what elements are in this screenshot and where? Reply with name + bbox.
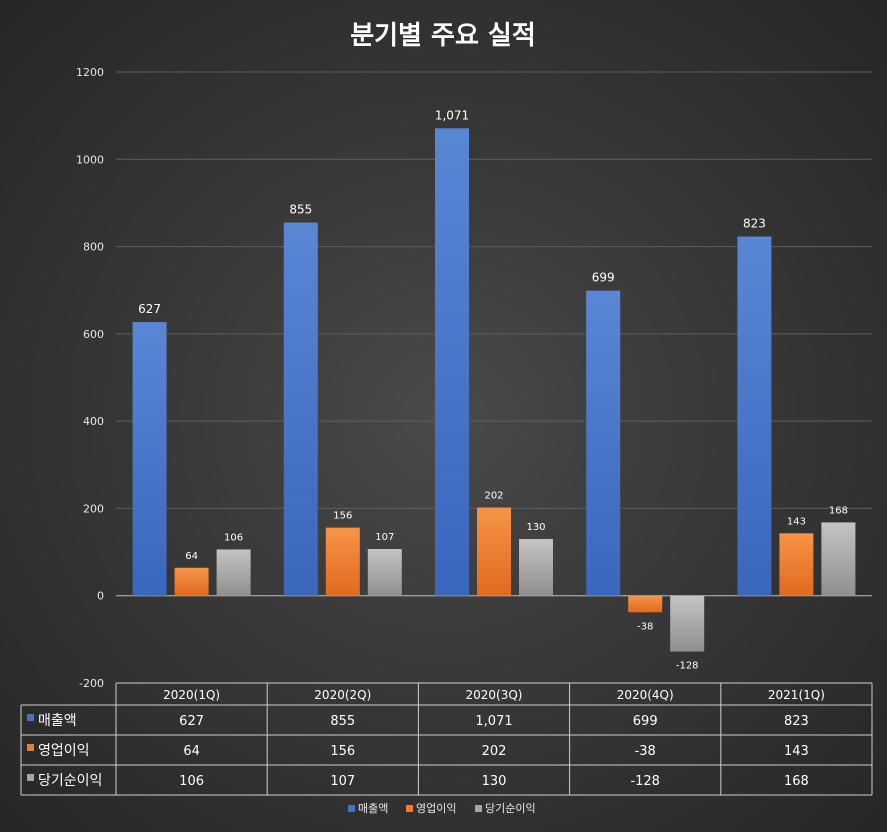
table-legend-key [27,774,34,781]
table-cell: 699 [633,714,658,729]
x-tick-label: 2020(3Q) [466,688,523,702]
table-cell: -128 [630,774,660,789]
bar [435,128,469,596]
table-cell: 130 [482,774,507,789]
bar [737,236,772,596]
legend-key [348,805,355,812]
bar [132,322,167,596]
table-cell: 156 [330,744,355,759]
data-label: 855 [289,203,312,217]
x-tick-label: 2020(2Q) [314,688,371,702]
y-tick-label: 800 [83,241,104,254]
table-row-label: 당기순이익 [38,773,102,789]
data-label: 156 [333,511,352,522]
y-tick-label: 1200 [76,66,104,79]
table-cell: 202 [482,744,507,759]
x-tick-label: 2021(1Q) [768,688,825,702]
legend-label: 영업이익 [416,802,456,815]
bar [779,533,814,596]
table-cell: 64 [183,744,200,759]
table-cell: 106 [179,774,204,789]
table-cell: -38 [635,744,656,759]
table-row-label: 영업이익 [38,743,90,759]
legend-label: 매출액 [358,802,388,815]
data-label: 168 [829,505,848,516]
data-label: -128 [676,661,699,672]
table-cell: 855 [330,714,355,729]
table-row-label: 매출액 [38,713,77,729]
bar [216,549,251,596]
y-tick-label: 600 [83,328,104,341]
bar [174,567,209,596]
y-tick-label: 1000 [76,153,104,166]
data-label: 202 [484,491,503,502]
y-tick-label: 400 [83,415,104,428]
table-cell: 143 [784,744,809,759]
bar [670,595,705,652]
data-label: 699 [592,271,615,285]
y-tick-label: 200 [83,502,104,515]
table-cell: 107 [330,774,355,789]
table-cell: 627 [179,714,204,729]
x-tick-label: 2020(1Q) [163,688,220,702]
data-label: 1,071 [435,108,469,122]
table-legend-key [27,744,34,751]
data-label: 823 [743,217,766,231]
y-tick-label: -200 [79,677,104,690]
data-label: -38 [637,621,653,632]
data-label: 130 [526,522,545,533]
table-cell: 168 [784,774,809,789]
bar [586,290,621,596]
legend-key [406,805,413,812]
x-tick-label: 2020(4Q) [617,688,674,702]
table-legend-key [27,714,34,721]
data-label: 106 [224,532,243,543]
data-label: 64 [185,551,198,562]
bar [367,549,402,596]
data-label: 107 [375,532,394,543]
bar [477,507,511,596]
table-cell: 1,071 [475,714,512,729]
data-label: 627 [138,302,161,316]
bar [519,538,553,596]
bar [325,527,360,596]
bar [628,595,663,613]
bar [283,222,318,596]
y-tick-label: 0 [97,590,104,603]
data-label: 143 [787,516,806,527]
bar [821,522,856,596]
legend-key [475,805,482,812]
chart-title: 분기별 주요 실적 [350,21,536,51]
legend-label: 당기순이익 [485,802,536,815]
table-cell: 823 [784,714,809,729]
